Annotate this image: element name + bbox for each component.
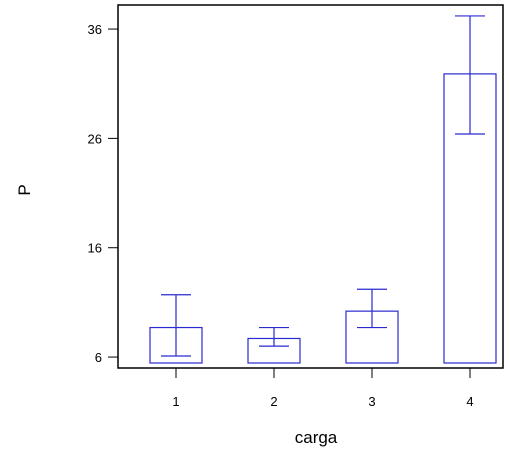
x-tick-label: 4 bbox=[466, 394, 473, 409]
error-bars-layer bbox=[161, 15, 485, 357]
x-tick-label: 2 bbox=[270, 394, 277, 409]
y-axis-title: P bbox=[15, 184, 34, 195]
y-tick-label: 16 bbox=[88, 241, 102, 256]
plot-frame bbox=[117, 4, 504, 369]
x-axis-title: carga bbox=[295, 428, 338, 447]
y-axis: 6 16 26 36 bbox=[88, 22, 118, 365]
y-tick-label: 26 bbox=[88, 131, 102, 146]
y-tick-label: 36 bbox=[88, 22, 102, 37]
x-tick-label: 3 bbox=[368, 394, 375, 409]
bars-layer bbox=[149, 73, 497, 364]
x-axis: 1 2 3 4 bbox=[172, 368, 474, 409]
x-tick-label: 1 bbox=[172, 394, 179, 409]
y-tick-label: 6 bbox=[95, 350, 102, 365]
